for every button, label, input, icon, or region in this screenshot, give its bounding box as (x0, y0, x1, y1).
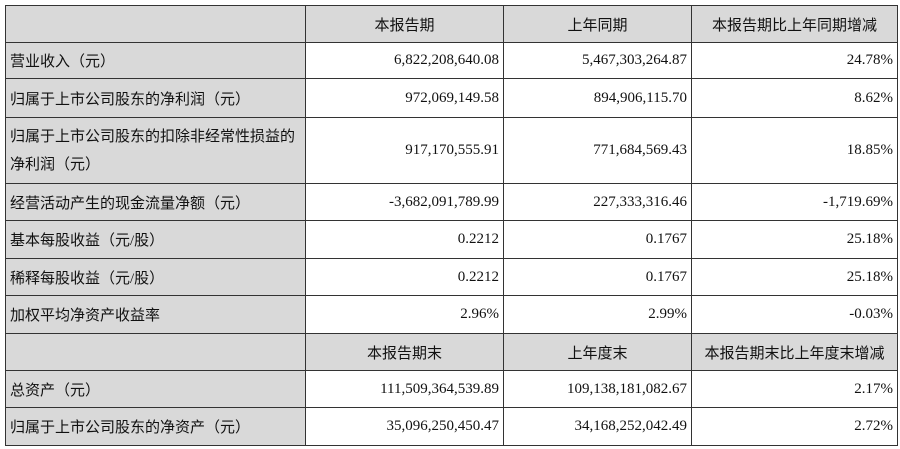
cell-value: 894,906,115.70 (503, 78, 692, 118)
table-row: 基本每股收益（元/股） 0.2212 0.1767 25.18% (5, 220, 898, 259)
cell-value: 109,138,181,082.67 (503, 370, 692, 408)
cell-value: 771,684,569.43 (503, 117, 692, 184)
cell-value: 111,509,364,539.89 (305, 370, 504, 408)
table-row: 归属于上市公司股东的扣除非经常性损益的净利润（元） 917,170,555.91 7… (5, 117, 898, 184)
cell-value: -0.03% (691, 295, 898, 334)
cell-value: 2.72% (691, 407, 898, 446)
cell-value: -3,682,091,789.99 (305, 183, 504, 221)
table-row: 总资产（元） 111,509,364,539.89 109,138,181,082.… (5, 370, 898, 408)
cell-value: 25.18% (691, 258, 898, 296)
cell-value: 5,467,303,264.87 (503, 42, 692, 79)
row-label: 归属于上市公司股东的净资产（元） (5, 407, 306, 446)
cell-value: 0.1767 (503, 220, 692, 259)
cell-value: 18.85% (691, 117, 898, 184)
table-row: 稀释每股收益（元/股） 0.2212 0.1767 25.18% (5, 258, 898, 296)
cell-value: 2.17% (691, 370, 898, 408)
column-header: 上年度末 (503, 333, 692, 371)
row-label: 经营活动产生的现金流量净额（元） (5, 183, 306, 221)
row-label: 营业收入（元） (5, 42, 306, 79)
table-row: 归属于上市公司股东的净利润（元） 972,069,149.58 894,906,11… (5, 78, 898, 118)
cell-value: 2.96% (305, 295, 504, 334)
column-header: 本报告期末 (305, 333, 504, 371)
column-header: 上年同期 (503, 5, 692, 43)
cell-value: 0.2212 (305, 258, 504, 296)
row-label: 加权平均净资产收益率 (5, 295, 306, 334)
column-header: 本报告期比上年同期增减 (691, 5, 898, 43)
cell-value: 35,096,250,450.47 (305, 407, 504, 446)
row-label: 基本每股收益（元/股） (5, 220, 306, 259)
cell-value: 24.78% (691, 42, 898, 79)
cell-value: 2.99% (503, 295, 692, 334)
cell-value: 8.62% (691, 78, 898, 118)
cell-value: 34,168,252,042.49 (503, 407, 692, 446)
table-row: 经营活动产生的现金流量净额（元） -3,682,091,789.99 227,333… (5, 183, 898, 221)
column-header: 本报告期末比上年度末增减 (691, 333, 898, 371)
header-row: 本报告期 上年同期 本报告期比上年同期增减 (5, 5, 898, 43)
row-label: 归属于上市公司股东的净利润（元） (5, 78, 306, 118)
column-header (5, 5, 306, 43)
cell-value: 917,170,555.91 (305, 117, 504, 184)
row-label: 稀释每股收益（元/股） (5, 258, 306, 296)
table-row: 归属于上市公司股东的净资产（元） 35,096,250,450.47 34,168,… (5, 407, 898, 446)
cell-value: 227,333,316.46 (503, 183, 692, 221)
table-row: 加权平均净资产收益率 2.96% 2.99% -0.03% (5, 295, 898, 334)
row-label: 总资产（元） (5, 370, 306, 408)
row-label: 归属于上市公司股东的扣除非经常性损益的净利润（元） (5, 117, 306, 184)
financial-summary-table: 本报告期 上年同期 本报告期比上年同期增减 营业收入（元） 6,822,208,640.… (5, 5, 898, 446)
table-row: 营业收入（元） 6,822,208,640.08 5,467,303,264.87 2… (5, 42, 898, 79)
cell-value: 972,069,149.58 (305, 78, 504, 118)
cell-value: 6,822,208,640.08 (305, 42, 504, 79)
header-row: 本报告期末 上年度末 本报告期末比上年度末增减 (5, 333, 898, 371)
cell-value: 25.18% (691, 220, 898, 259)
cell-value: 0.2212 (305, 220, 504, 259)
column-header: 本报告期 (305, 5, 504, 43)
cell-value: 0.1767 (503, 258, 692, 296)
cell-value: -1,719.69% (691, 183, 898, 221)
column-header (5, 333, 306, 371)
